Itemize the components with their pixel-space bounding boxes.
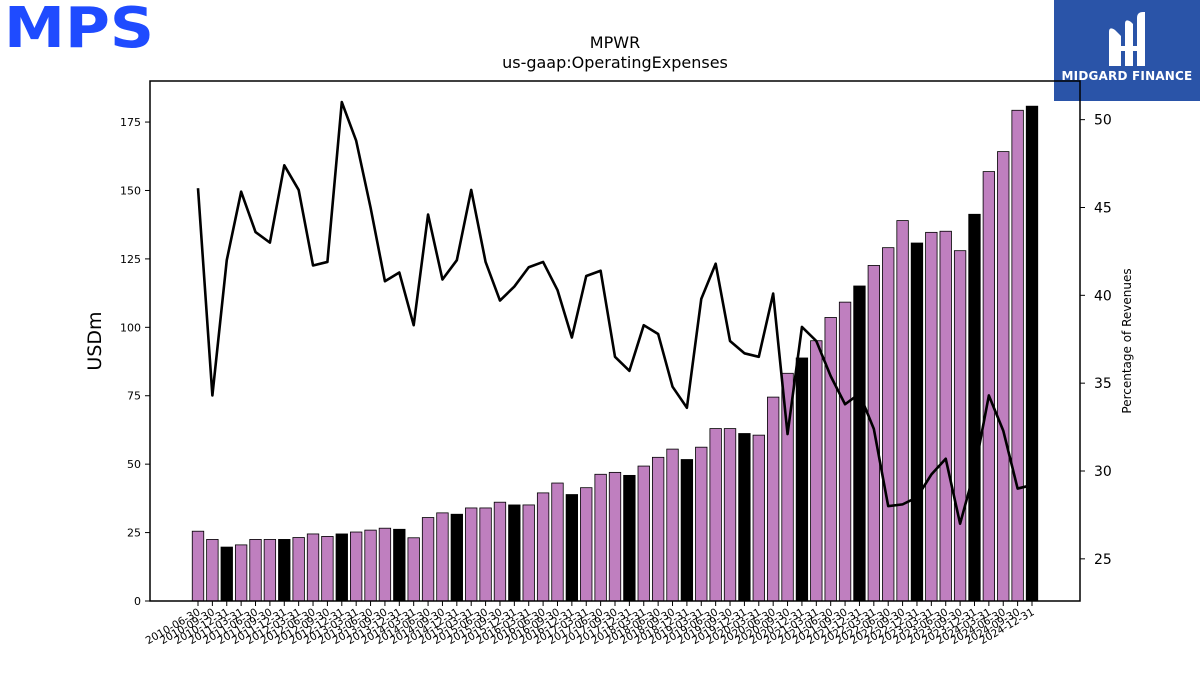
bar-2018-06-30 <box>651 456 665 602</box>
line-series <box>196 100 1033 526</box>
y2-tick-label: 35 <box>1094 376 1112 392</box>
midgard-finance-text: MIDGARD FINANCE <box>1061 69 1193 83</box>
bar-2021-12-31 <box>853 285 866 602</box>
bar-2010-06-30 <box>191 530 205 602</box>
x-axis-ticks: 2010-06-302010-09-302010-12-312011-03-31… <box>144 601 1037 647</box>
bar-2015-03-31 <box>465 507 478 602</box>
bar-2021-09-30 <box>838 301 852 602</box>
bar-2013-09-30 <box>378 527 392 602</box>
bar-2010-12-31 <box>220 546 233 602</box>
y-tick-label: 50 <box>127 458 141 471</box>
bar-2014-12-31 <box>450 513 463 602</box>
bar-2019-09-30 <box>723 428 737 602</box>
bar-2020-12-31 <box>795 357 809 602</box>
percentage-of-revenues-line <box>196 100 1033 526</box>
bar-2013-03-31 <box>350 531 363 602</box>
bar-2017-12-31 <box>623 474 636 602</box>
bar-2016-09-30 <box>551 482 564 602</box>
bar-2011-09-30 <box>263 539 277 602</box>
bar-2023-12-31 <box>968 213 981 602</box>
bar-2021-06-30 <box>824 317 837 602</box>
midgard-finance-logo: MIDGARD FINANCE <box>1054 0 1200 101</box>
y2-tick-label: 25 <box>1094 552 1112 568</box>
y2-tick-label: 50 <box>1094 113 1112 129</box>
bar-2014-03-31 <box>407 537 420 602</box>
bar-2023-03-31 <box>925 231 938 602</box>
midgard-emblem-icon <box>1109 12 1145 66</box>
chart-title: MPWR <box>590 33 640 52</box>
bar-2015-09-30 <box>493 501 507 602</box>
bar-2016-12-31 <box>565 494 579 602</box>
y-tick-label: 125 <box>120 253 141 266</box>
bar-2020-03-31 <box>752 434 765 602</box>
bar-2023-06-30 <box>939 230 952 602</box>
y-tick-label: 25 <box>127 527 141 540</box>
bar-2022-09-30 <box>896 220 909 602</box>
bar-2024-12-31 <box>1025 105 1039 602</box>
bar-2014-09-30 <box>436 512 449 602</box>
bar-2013-06-30 <box>364 529 377 602</box>
y-tick-label: 100 <box>120 321 141 334</box>
bar-2012-03-31 <box>292 537 305 602</box>
y-tick-label: 0 <box>134 595 141 608</box>
bar-2024-06-30 <box>997 151 1010 602</box>
bar-2017-03-31 <box>580 487 593 602</box>
bar-2016-06-30 <box>536 492 550 602</box>
bar-2017-06-30 <box>594 473 607 602</box>
bar-2018-03-31 <box>637 465 650 602</box>
y-axis-ticks: 0 25 50 75 100 125 150 175 <box>120 116 150 608</box>
bar-2012-06-30 <box>306 533 320 602</box>
bar-2018-12-31 <box>680 459 694 602</box>
bar-2012-12-31 <box>335 533 348 602</box>
y2-tick-label: 40 <box>1094 288 1112 304</box>
bar-2013-12-31 <box>393 528 406 602</box>
bar-2012-09-30 <box>321 536 334 602</box>
bar-2024-03-31 <box>982 171 996 602</box>
chart-subtitle: us-gaap:OperatingExpenses <box>502 53 728 72</box>
bar-2019-12-31 <box>738 433 751 602</box>
bar-2015-12-31 <box>508 504 521 602</box>
bar-2015-06-30 <box>479 507 492 602</box>
y-axis-label: USDm <box>84 311 106 370</box>
bar-2017-09-30 <box>608 471 622 602</box>
y2-tick-label: 45 <box>1094 200 1112 216</box>
bar-2011-03-31 <box>234 544 248 602</box>
bar-2010-09-30 <box>206 539 219 602</box>
bar-2023-09-30 <box>953 250 967 602</box>
bar-2019-06-30 <box>709 428 722 602</box>
bar-2018-09-30 <box>666 448 679 602</box>
bar-2020-06-30 <box>767 396 780 602</box>
y2-axis-label: Percentage of Revenues <box>1120 268 1134 413</box>
bar-series <box>191 105 1039 602</box>
y2-tick-label: 30 <box>1094 464 1112 480</box>
bar-2021-03-31 <box>810 340 823 602</box>
bar-2022-12-31 <box>910 242 924 602</box>
bar-2016-03-31 <box>522 504 535 602</box>
y-tick-label: 150 <box>120 184 141 197</box>
y-tick-label: 75 <box>127 390 141 403</box>
y-tick-label: 175 <box>120 116 141 129</box>
bar-2019-03-31 <box>695 446 708 602</box>
bar-2011-06-30 <box>249 539 262 602</box>
y2-axis-ticks: 25 30 35 40 45 50 <box>1080 113 1112 568</box>
bar-2011-12-31 <box>278 539 291 602</box>
bar-2024-09-30 <box>1011 109 1024 602</box>
bar-2014-06-30 <box>421 517 435 602</box>
bar-2022-06-30 <box>882 247 895 602</box>
